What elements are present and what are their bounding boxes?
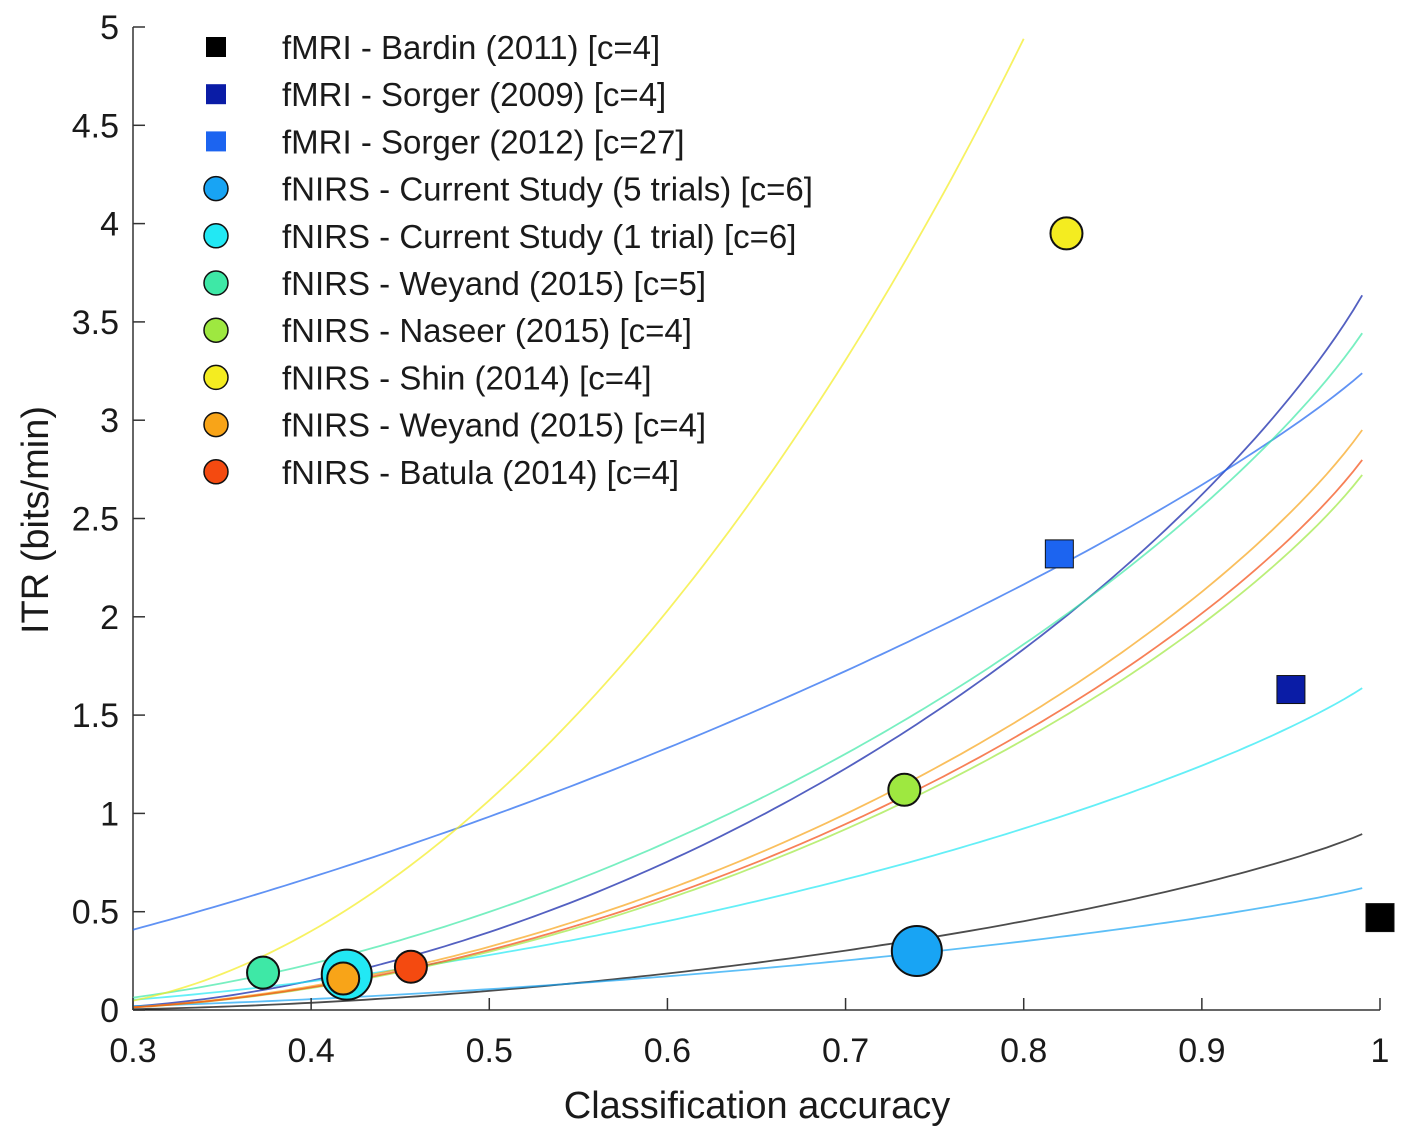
x-axis-title: Classification accuracy — [564, 1085, 950, 1127]
y-tick-label: 2.5 — [72, 501, 119, 539]
data-point-circle — [393, 949, 428, 984]
y-tick-label: 1 — [100, 795, 119, 833]
legend-marker-circle — [203, 364, 229, 391]
y-axis-title: ITR (bits/min) — [15, 406, 57, 634]
itr-curve — [132, 887, 1363, 1008]
x-axis-ticks: 0.3 0.4 0.5 0.6 0.7 0.8 0.9 1 — [109, 998, 1389, 1070]
x-tick-label: 0.3 — [109, 1032, 156, 1070]
legend-marker-circle — [203, 223, 229, 249]
itr-curve — [132, 459, 1363, 1009]
y-tick-label: 0 — [100, 992, 119, 1030]
legend-label: fNIRS - Naseer (2015) [c=4] — [282, 312, 692, 349]
x-tick-label: 0.6 — [644, 1032, 691, 1070]
itr-curve — [132, 833, 1363, 1010]
x-tick-label: 0.9 — [1178, 1032, 1225, 1070]
x-tick-label: 0.4 — [288, 1032, 335, 1070]
itr-curve — [132, 372, 1363, 931]
legend-label: fNIRS - Weyand (2015) [c=4] — [282, 407, 706, 444]
x-tick-label: 0.5 — [466, 1032, 513, 1070]
legend-marker-circle — [203, 411, 229, 438]
y-tick-label: 5 — [100, 9, 119, 47]
x-tick-label: 0.7 — [822, 1032, 869, 1070]
itr-curve — [132, 294, 1363, 1008]
data-point-square — [1276, 675, 1306, 705]
x-tick-label: 1 — [1371, 1032, 1390, 1070]
legend-marker-square — [206, 37, 226, 57]
data-point-circle — [1049, 216, 1084, 251]
legend-marker-circle — [203, 459, 229, 485]
y-tick-label: 4.5 — [72, 107, 119, 145]
legend-label: fMRI - Sorger (2009) [c=4] — [282, 76, 666, 113]
legend-marker-circle — [203, 270, 229, 296]
data-points — [246, 216, 1395, 1001]
legend-marker-circle — [203, 317, 229, 343]
legend-label: fNIRS - Current Study (5 trials) [c=6] — [282, 171, 813, 208]
y-tick-label: 0.5 — [72, 894, 119, 932]
data-point-circle — [887, 772, 922, 807]
y-axis-ticks: 0 0.5 1 1.5 2 2.5 3 3.5 4 4.5 5 — [72, 9, 145, 1030]
data-point-circle — [890, 925, 943, 978]
y-tick-label: 1.5 — [72, 697, 119, 735]
legend: fMRI - Bardin (2011) [c=4] fMRI - Sorger … — [203, 29, 813, 491]
legend-label: fNIRS - Weyand (2015) [c=5] — [282, 265, 706, 302]
itr-curve — [132, 38, 1025, 1002]
legend-label: fMRI - Sorger (2012) [c=27] — [282, 123, 685, 160]
legend-marker-square — [206, 131, 226, 152]
legend-label: fNIRS - Batula (2014) [c=4] — [282, 454, 679, 491]
data-point-circle — [326, 961, 361, 996]
legend-label: fMRI - Bardin (2011) [c=4] — [282, 29, 660, 66]
y-tick-label: 3 — [100, 402, 119, 440]
legend-marker-square — [206, 84, 226, 105]
y-tick-label: 4 — [100, 206, 119, 244]
data-point-circle — [246, 955, 281, 990]
data-point-square — [1044, 539, 1074, 569]
y-tick-label: 2 — [100, 599, 119, 637]
legend-marker-circle — [203, 175, 229, 202]
legend-label: fNIRS - Shin (2014) [c=4] — [282, 359, 652, 396]
x-tick-label: 0.8 — [1000, 1032, 1047, 1070]
data-point-square — [1365, 903, 1395, 933]
y-tick-label: 3.5 — [72, 304, 119, 342]
legend-label: fNIRS - Current Study (1 trial) [c=6] — [282, 218, 796, 255]
itr-curve — [132, 687, 1363, 1001]
